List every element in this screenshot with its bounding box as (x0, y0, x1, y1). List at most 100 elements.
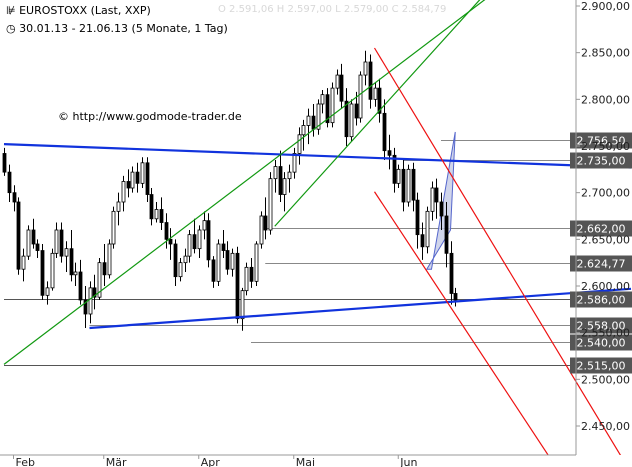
candle-body (183, 255, 188, 264)
candle-body (221, 243, 226, 251)
candle (259, 211, 264, 249)
candle-body (159, 209, 164, 223)
trendlines-layer (3, 0, 632, 455)
candle (88, 281, 93, 324)
candle-body (259, 215, 264, 245)
candle-body (40, 250, 45, 296)
candle-body (311, 115, 316, 130)
candle-body (401, 168, 406, 203)
candle (21, 248, 26, 282)
candle (449, 241, 454, 305)
candle (54, 222, 59, 258)
candle-body (453, 293, 458, 301)
candle-body (411, 168, 416, 201)
candle (12, 185, 17, 212)
candle (40, 244, 45, 300)
candle (45, 281, 50, 305)
candle (453, 287, 458, 307)
candle-body (164, 222, 169, 240)
candle (135, 162, 140, 193)
x-tick-label: Mai (296, 456, 315, 467)
candle-body (273, 166, 278, 180)
candle (116, 192, 121, 226)
candle (64, 241, 69, 272)
candle (368, 54, 373, 109)
candle-body (2, 153, 7, 173)
candle-body (382, 112, 387, 152)
level-label-text: 2.540,00 (577, 337, 626, 350)
candle-body (268, 178, 273, 231)
candle-body (425, 210, 430, 248)
candle (387, 134, 392, 170)
candle (292, 147, 297, 179)
candle-body (406, 168, 411, 203)
candle-body (130, 171, 135, 189)
candle-body (73, 271, 78, 276)
candle (339, 63, 344, 109)
trendline-green-channel-upper (274, 0, 481, 227)
grid-layer (4, 140, 632, 366)
candle (154, 202, 159, 223)
flag-polygon (425, 131, 456, 270)
candle (97, 258, 102, 300)
level-price-label: 2.662,00 (570, 220, 632, 237)
candle-body (202, 220, 207, 231)
trendline-red-channel-upper (373, 47, 622, 455)
level-price-label: 2.586,00 (570, 291, 632, 308)
candle (107, 239, 112, 279)
candle (168, 228, 173, 260)
candle-body (430, 187, 435, 212)
candle (216, 239, 221, 286)
candle (183, 248, 188, 272)
candle-body (292, 153, 297, 173)
candle-body (325, 94, 330, 124)
candle-body (135, 171, 140, 184)
candle (311, 104, 316, 137)
candle (254, 241, 259, 286)
candle-body (126, 181, 131, 189)
candle (145, 157, 150, 202)
x-tick-label: Mär (106, 456, 127, 467)
candle-body (211, 259, 216, 282)
level-label-text: 2.515,00 (577, 360, 626, 373)
level-label-box (570, 220, 632, 237)
candle-body (69, 248, 74, 276)
chart-title: EUROSTOXX (Last, XXP) (19, 4, 151, 17)
candle (335, 69, 340, 95)
candle-body (278, 166, 283, 195)
candle-body (320, 94, 325, 105)
candle-body (64, 248, 69, 257)
candle-body (149, 194, 154, 220)
candle-body (297, 134, 302, 154)
candle (316, 99, 321, 135)
candle (320, 90, 325, 114)
chart-logo-icon: ⊯ (6, 4, 16, 17)
candle (325, 88, 330, 128)
candle (425, 206, 430, 254)
level-label-text: 2.586,00 (577, 294, 626, 307)
candle (130, 166, 135, 193)
level-price-label: 2.735,00 (570, 152, 632, 169)
level-price-label: 2.540,00 (570, 334, 632, 351)
candle (102, 244, 107, 286)
level-label-text: 2.735,00 (577, 155, 626, 168)
candle (164, 213, 169, 249)
candle (263, 197, 268, 240)
candle (406, 164, 411, 207)
candle-body (344, 100, 349, 138)
trendline-green-channel-lower (3, 0, 486, 365)
candle-body (97, 262, 102, 298)
candle (173, 239, 178, 286)
candle (358, 71, 363, 123)
candle (31, 218, 36, 249)
candle-body (444, 215, 449, 254)
candle-body (140, 162, 145, 184)
candle (273, 160, 278, 193)
candle-body (373, 87, 378, 100)
candle-body (282, 178, 287, 195)
candle (211, 256, 216, 288)
candle (187, 230, 192, 263)
candle (430, 181, 435, 221)
candle (192, 218, 197, 254)
